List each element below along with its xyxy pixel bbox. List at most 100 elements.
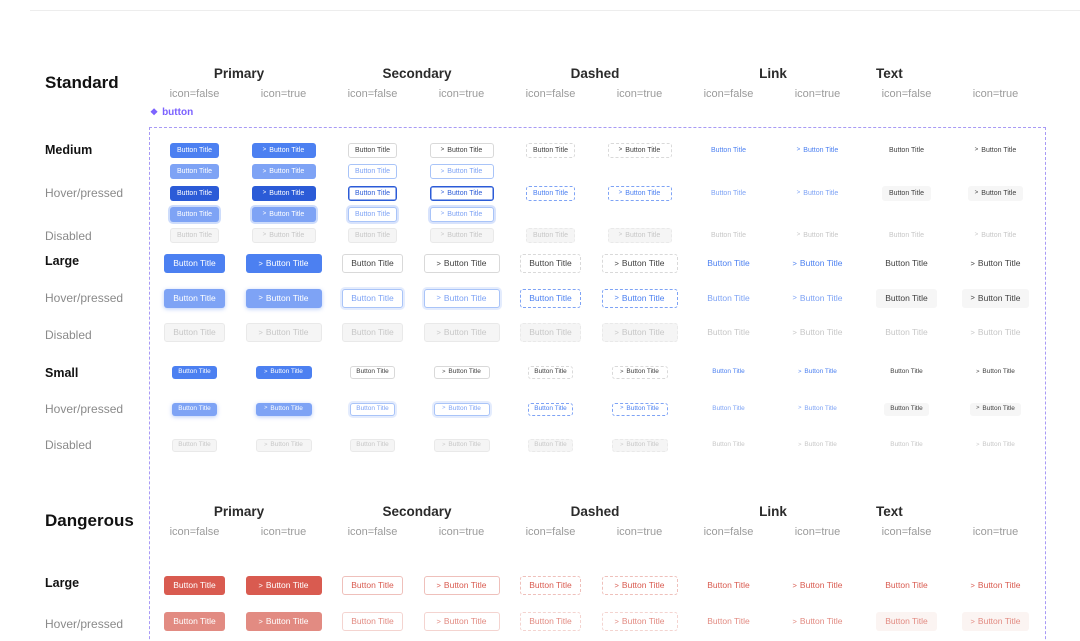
standard-secondary-lg-disabled-with-icon-button[interactable]: > Button Title xyxy=(423,323,500,342)
standard-dashed-md-hoverpressed-button[interactable]: Button Title xyxy=(525,185,576,201)
danger-primary-lg-hover-button[interactable]: Button Title xyxy=(164,612,225,631)
standard-link-sm-disabled-button[interactable]: Button Title xyxy=(706,439,751,452)
component-tag[interactable]: ❖ button xyxy=(150,107,193,118)
standard-dashed-sm-disabled-button[interactable]: Button Title xyxy=(528,439,573,452)
danger-dashed-lg-default-with-icon-button[interactable]: > Button Title xyxy=(601,576,678,595)
standard-text-md-default-button[interactable]: Button Title xyxy=(882,143,931,158)
danger-secondary-lg-default-with-icon-button[interactable]: > Button Title xyxy=(423,576,500,595)
standard-secondary-md-focus-with-icon-button[interactable]: > Button Title xyxy=(429,206,494,222)
standard-dashed-sm-disabled-with-icon-button[interactable]: > Button Title xyxy=(611,439,668,452)
standard-primary-md-pressed-button[interactable]: Button Title xyxy=(169,185,220,201)
danger-dashed-lg-hover-with-icon-button[interactable]: > Button Title xyxy=(601,612,678,631)
danger-secondary-lg-hover-button[interactable]: Button Title xyxy=(342,612,403,631)
standard-dashed-sm-default-button[interactable]: Button Title xyxy=(528,366,573,379)
standard-secondary-sm-disabled-with-icon-button[interactable]: > Button Title xyxy=(433,439,490,452)
standard-text-md-disabled-with-icon-button[interactable]: > Button Title xyxy=(968,228,1024,243)
standard-text-md-hoverpressed-with-icon-button[interactable]: > Button Title xyxy=(967,185,1024,201)
standard-text-sm-default-button[interactable]: Button Title xyxy=(884,366,929,379)
standard-text-md-default-with-icon-button[interactable]: > Button Title xyxy=(968,143,1024,158)
danger-secondary-lg-hover-with-icon-button[interactable]: > Button Title xyxy=(423,612,500,631)
standard-primary-md-disabled-with-icon-button[interactable]: > Button Title xyxy=(251,228,316,243)
standard-dashed-md-disabled-with-icon-button[interactable]: > Button Title xyxy=(607,228,672,243)
danger-text-lg-hover-with-icon-button[interactable]: > Button Title xyxy=(961,612,1030,631)
standard-link-sm-default-with-icon-button[interactable]: > Button Title xyxy=(792,366,843,379)
standard-dashed-md-default-button[interactable]: Button Title xyxy=(525,143,576,158)
standard-secondary-lg-disabled-button[interactable]: Button Title xyxy=(342,323,403,342)
standard-link-md-hoverpressed-with-icon-button[interactable]: > Button Title xyxy=(790,186,846,201)
standard-primary-sm-hoverpressed-button[interactable]: Button Title xyxy=(172,402,217,416)
standard-dashed-md-hoverpressed-with-icon-button[interactable]: > Button Title xyxy=(607,185,672,201)
danger-link-lg-default-with-icon-button[interactable]: > Button Title xyxy=(784,576,852,595)
standard-dashed-md-default-with-icon-button[interactable]: > Button Title xyxy=(607,143,672,158)
standard-text-md-hoverpressed-button[interactable]: Button Title xyxy=(881,185,932,201)
standard-link-md-hoverpressed-button[interactable]: Button Title xyxy=(704,186,753,201)
standard-link-sm-hoverpressed-with-icon-button[interactable]: > Button Title xyxy=(792,403,843,416)
standard-text-lg-default-button[interactable]: Button Title xyxy=(876,254,937,273)
standard-primary-lg-default-with-icon-button[interactable]: > Button Title xyxy=(245,254,322,273)
standard-secondary-md-default-with-icon-button[interactable]: > Button Title xyxy=(429,143,494,158)
standard-primary-lg-default-button[interactable]: Button Title xyxy=(164,254,225,273)
standard-secondary-md-pressed-with-icon-button[interactable]: > Button Title xyxy=(429,185,494,201)
standard-primary-md-hover-with-icon-button[interactable]: > Button Title xyxy=(251,164,316,180)
danger-secondary-lg-default-button[interactable]: Button Title xyxy=(342,576,403,595)
danger-link-lg-default-button[interactable]: Button Title xyxy=(698,576,759,595)
standard-dashed-md-disabled-button[interactable]: Button Title xyxy=(525,228,576,243)
standard-text-lg-hoverpressed-with-icon-button[interactable]: > Button Title xyxy=(961,288,1030,308)
standard-secondary-md-disabled-button[interactable]: Button Title xyxy=(347,228,398,243)
standard-primary-sm-default-with-icon-button[interactable]: > Button Title xyxy=(255,366,312,379)
standard-text-sm-default-with-icon-button[interactable]: > Button Title xyxy=(970,366,1021,379)
standard-text-sm-disabled-button[interactable]: Button Title xyxy=(884,439,929,452)
standard-secondary-sm-default-with-icon-button[interactable]: > Button Title xyxy=(433,366,490,379)
standard-primary-md-default-with-icon-button[interactable]: > Button Title xyxy=(251,143,316,158)
standard-primary-lg-hoverpressed-with-icon-button[interactable]: > Button Title xyxy=(245,288,322,308)
standard-dashed-lg-disabled-with-icon-button[interactable]: > Button Title xyxy=(601,323,678,342)
standard-primary-md-default-button[interactable]: Button Title xyxy=(169,143,220,158)
standard-secondary-md-hover-button[interactable]: Button Title xyxy=(347,164,398,180)
danger-dashed-lg-hover-button[interactable]: Button Title xyxy=(520,612,581,631)
standard-secondary-lg-hoverpressed-with-icon-button[interactable]: > Button Title xyxy=(423,288,500,308)
standard-secondary-md-hover-with-icon-button[interactable]: > Button Title xyxy=(429,164,494,180)
standard-primary-md-hover-button[interactable]: Button Title xyxy=(169,164,220,180)
standard-primary-sm-hoverpressed-with-icon-button[interactable]: > Button Title xyxy=(255,402,312,416)
danger-primary-lg-default-with-icon-button[interactable]: > Button Title xyxy=(245,576,322,595)
standard-text-lg-default-with-icon-button[interactable]: > Button Title xyxy=(962,254,1030,273)
standard-primary-sm-disabled-button[interactable]: Button Title xyxy=(172,439,217,452)
standard-link-md-default-with-icon-button[interactable]: > Button Title xyxy=(790,143,846,158)
standard-dashed-sm-hoverpressed-with-icon-button[interactable]: > Button Title xyxy=(611,402,668,416)
danger-text-lg-default-with-icon-button[interactable]: > Button Title xyxy=(962,576,1030,595)
danger-text-lg-hover-button[interactable]: Button Title xyxy=(876,612,937,631)
standard-text-sm-disabled-with-icon-button[interactable]: > Button Title xyxy=(970,439,1021,452)
standard-dashed-lg-disabled-button[interactable]: Button Title xyxy=(520,323,581,342)
standard-dashed-lg-default-with-icon-button[interactable]: > Button Title xyxy=(601,254,678,273)
standard-dashed-lg-hoverpressed-button[interactable]: Button Title xyxy=(520,288,581,308)
danger-link-lg-hover-with-icon-button[interactable]: > Button Title xyxy=(784,612,852,631)
standard-link-lg-disabled-button[interactable]: Button Title xyxy=(698,323,759,342)
danger-link-lg-hover-button[interactable]: Button Title xyxy=(698,612,759,631)
standard-primary-lg-disabled-with-icon-button[interactable]: > Button Title xyxy=(245,323,322,342)
danger-primary-lg-default-button[interactable]: Button Title xyxy=(164,576,225,595)
standard-link-lg-default-button[interactable]: Button Title xyxy=(698,254,759,273)
standard-link-md-disabled-with-icon-button[interactable]: > Button Title xyxy=(790,228,846,243)
standard-secondary-lg-default-button[interactable]: Button Title xyxy=(342,254,403,273)
standard-text-lg-hoverpressed-button[interactable]: Button Title xyxy=(876,288,937,308)
standard-secondary-md-default-button[interactable]: Button Title xyxy=(347,143,398,158)
standard-secondary-sm-disabled-button[interactable]: Button Title xyxy=(350,439,395,452)
standard-primary-sm-disabled-with-icon-button[interactable]: > Button Title xyxy=(255,439,312,452)
standard-primary-sm-default-button[interactable]: Button Title xyxy=(172,366,217,379)
danger-text-lg-default-button[interactable]: Button Title xyxy=(876,576,937,595)
standard-text-lg-disabled-button[interactable]: Button Title xyxy=(876,323,937,342)
standard-secondary-sm-hoverpressed-with-icon-button[interactable]: > Button Title xyxy=(433,402,490,416)
standard-link-lg-disabled-with-icon-button[interactable]: > Button Title xyxy=(784,323,852,342)
standard-dashed-lg-default-button[interactable]: Button Title xyxy=(520,254,581,273)
standard-primary-lg-hoverpressed-button[interactable]: Button Title xyxy=(164,288,225,308)
standard-text-sm-hoverpressed-with-icon-button[interactable]: > Button Title xyxy=(970,402,1021,416)
standard-primary-md-pressed-with-icon-button[interactable]: > Button Title xyxy=(251,185,316,201)
standard-primary-lg-disabled-button[interactable]: Button Title xyxy=(164,323,225,342)
standard-primary-md-focus-with-icon-button[interactable]: > Button Title xyxy=(251,206,316,222)
standard-link-sm-hoverpressed-button[interactable]: Button Title xyxy=(706,403,751,416)
standard-link-lg-hoverpressed-with-icon-button[interactable]: > Button Title xyxy=(784,289,852,308)
standard-secondary-md-disabled-with-icon-button[interactable]: > Button Title xyxy=(429,228,494,243)
standard-link-sm-default-button[interactable]: Button Title xyxy=(706,366,751,379)
standard-link-md-disabled-button[interactable]: Button Title xyxy=(704,228,753,243)
standard-secondary-lg-default-with-icon-button[interactable]: > Button Title xyxy=(423,254,500,273)
